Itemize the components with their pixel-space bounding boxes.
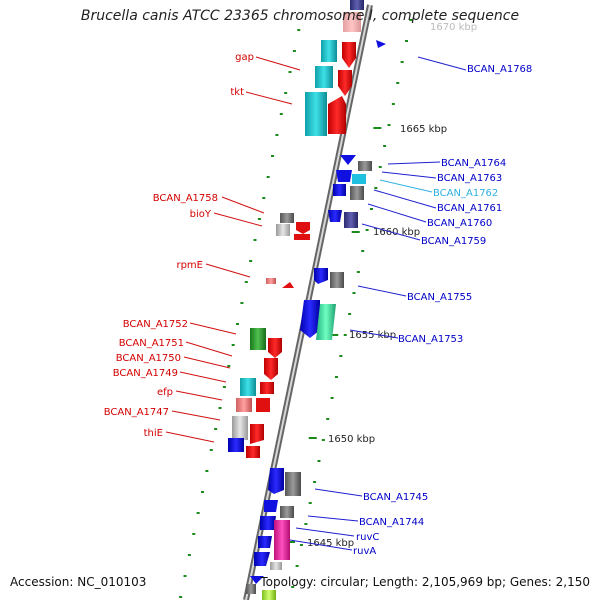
- gene-blue-1761: [333, 184, 346, 196]
- gene-mint-1753: [316, 304, 336, 340]
- scale-label-1665: 1665 kbp: [400, 124, 447, 135]
- label-ruvc[interactable]: ruvC: [356, 532, 379, 543]
- label-bcan-a1752[interactable]: BCAN_A1752: [123, 319, 188, 330]
- gene-gray-1745: [285, 472, 301, 496]
- label-gap[interactable]: gap: [235, 52, 254, 63]
- map-title: Brucella canis ATCC 23365 chromosome I, …: [80, 8, 520, 24]
- gene-red-efp: [256, 398, 270, 412]
- scale-label-1655: 1655 kbp: [349, 330, 396, 341]
- label-bcan-a1762[interactable]: BCAN_A1762: [433, 188, 498, 199]
- gene-red-2: [338, 70, 352, 96]
- gene-top-salmon: [343, 12, 361, 32]
- gene-red-1751: [268, 338, 282, 358]
- right-leader-lines: [289, 56, 467, 551]
- gene-features: [228, 0, 386, 600]
- gene-top-blue-arrow: [376, 40, 386, 48]
- left-leader-lines: [165, 56, 301, 443]
- label-bcan-a1760[interactable]: BCAN_A1760: [427, 218, 492, 229]
- gene-lgray-1747: [232, 416, 248, 440]
- scale-labels: 1670 kbp 1665 kbp 1660 kbp 1655 kbp 1650…: [307, 22, 477, 549]
- gene-gap: [321, 40, 337, 62]
- label-bcan-a1763[interactable]: BCAN_A1763: [437, 173, 502, 184]
- scale-label-1645: 1645 kbp: [307, 538, 354, 549]
- gene-red-1: [342, 42, 356, 68]
- label-tkt[interactable]: tkt: [230, 87, 244, 98]
- gene-cyan-2: [315, 66, 333, 88]
- label-ruva[interactable]: ruvA: [353, 546, 376, 557]
- gene-lime-bottom: [262, 590, 276, 600]
- gene-cyan-1762: [352, 174, 366, 184]
- label-bcan-a1755[interactable]: BCAN_A1755: [407, 292, 472, 303]
- gene-blue-1764: [340, 155, 356, 165]
- gene-blue-1745: [268, 468, 284, 494]
- right-gene-labels: BCAN_A1768 BCAN_A1764 BCAN_A1763 BCAN_A1…: [353, 64, 532, 557]
- left-gene-labels: gap tkt BCAN_A1758 bioY rpmE BCAN_A1752 …: [104, 52, 254, 439]
- gene-gray-1744: [280, 506, 294, 518]
- gene-lgray-bioY: [276, 224, 290, 236]
- gene-blue-1763: [336, 170, 352, 182]
- gene-gray-1761: [350, 186, 364, 200]
- label-bcan-a1744[interactable]: BCAN_A1744: [359, 517, 424, 528]
- label-bcan-a1753[interactable]: BCAN_A1753: [398, 334, 463, 345]
- label-efp[interactable]: efp: [157, 387, 173, 398]
- label-bcan-a1758[interactable]: BCAN_A1758: [153, 193, 218, 204]
- scale-label-1650: 1650 kbp: [328, 434, 375, 445]
- scale-ticks: [179, 19, 413, 598]
- gene-salmon-rpmE: [266, 278, 276, 284]
- gene-lgray-bottom: [270, 562, 282, 570]
- label-bcan-a1751[interactable]: BCAN_A1751: [119, 338, 184, 349]
- gene-red-3: [328, 96, 346, 134]
- gene-gray-bottom: [246, 584, 256, 594]
- gene-salmon-efp: [236, 398, 252, 412]
- label-bioy[interactable]: bioY: [190, 209, 212, 220]
- label-rpme[interactable]: rpmE: [176, 260, 203, 271]
- scale-label-1670: 1670 kbp: [430, 22, 477, 33]
- gene-red-1749: [260, 382, 274, 394]
- gene-blue-bottom: [250, 576, 264, 584]
- gene-blue-thiE: [228, 438, 244, 452]
- label-bcan-a1768[interactable]: BCAN_A1768: [467, 64, 532, 75]
- gene-blue-1744a: [264, 500, 278, 512]
- label-bcan-a1745[interactable]: BCAN_A1745: [363, 492, 428, 503]
- scale-label-1660: 1660 kbp: [373, 227, 420, 238]
- topology-label: Topology: circular; Length: 2,105,969 bp…: [260, 575, 590, 589]
- accession-label: Accession: NC_010103: [10, 575, 147, 589]
- gene-gray-1758: [280, 213, 294, 223]
- gene-red-bioY: [294, 234, 310, 240]
- label-bcan-a1749[interactable]: BCAN_A1749: [113, 368, 178, 379]
- gene-tkt: [305, 92, 327, 136]
- label-thie[interactable]: thiE: [144, 428, 163, 439]
- gene-red-thiE: [246, 446, 260, 458]
- label-bcan-a1747[interactable]: BCAN_A1747: [104, 407, 169, 418]
- gene-blue-1744b: [260, 516, 276, 530]
- gene-top-slate: [350, 0, 364, 10]
- gene-red-rpmE: [282, 282, 294, 288]
- gene-red-1747: [250, 424, 264, 444]
- gene-red-1758: [296, 222, 310, 234]
- label-bcan-a1759[interactable]: BCAN_A1759: [421, 236, 486, 247]
- gene-blue-1760: [328, 210, 342, 222]
- gene-blue-1755: [314, 268, 328, 284]
- gene-gray-1755: [330, 272, 344, 288]
- gene-blue-1753: [300, 300, 320, 338]
- label-bcan-a1764[interactable]: BCAN_A1764: [441, 158, 506, 169]
- gene-green-1752: [250, 328, 266, 350]
- gene-pink-ruvC: [274, 520, 290, 560]
- gene-red-1750: [264, 358, 278, 380]
- gene-blue-ruvA: [254, 552, 270, 566]
- label-bcan-a1761[interactable]: BCAN_A1761: [437, 203, 502, 214]
- gene-gray-1764: [358, 161, 372, 171]
- gene-blue-ruvC: [258, 536, 272, 548]
- gene-slate-1760: [344, 212, 358, 228]
- label-bcan-a1750[interactable]: BCAN_A1750: [116, 353, 181, 364]
- gene-cyan-1749: [240, 378, 256, 396]
